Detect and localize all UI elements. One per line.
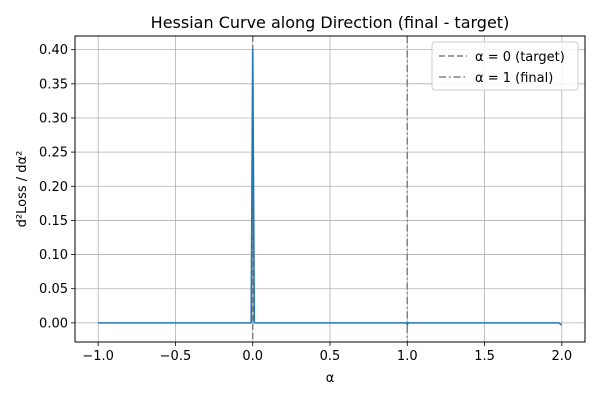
plot-area bbox=[98, 48, 563, 326]
x-tick-label: 1.0 bbox=[397, 349, 418, 364]
y-axis-ticks: 0.00 0.05 0.10 0.15 0.20 0.25 0.30 0.35 0.40 bbox=[39, 43, 75, 331]
series-line-0 bbox=[98, 48, 563, 326]
x-axis-label: α bbox=[326, 371, 335, 386]
y-tick-label: 0.05 bbox=[39, 282, 68, 297]
x-axis-ticks: −1.0 −0.5 0.0 0.5 1.0 1.5 2.0 bbox=[82, 342, 572, 364]
y-tick-label: 0.35 bbox=[39, 77, 68, 92]
y-tick-label: 0.10 bbox=[39, 248, 68, 263]
y-tick-label: 0.40 bbox=[39, 43, 68, 58]
x-tick-label: 0.0 bbox=[242, 349, 263, 364]
chart-title: Hessian Curve along Direction (final - t… bbox=[151, 13, 510, 32]
legend: α = 0 (target) α = 1 (final) bbox=[431, 41, 579, 91]
legend-label-final: α = 1 (final) bbox=[475, 71, 553, 86]
y-tick-label: 0.15 bbox=[39, 214, 68, 229]
x-tick-label: 1.5 bbox=[474, 349, 495, 364]
x-tick-label: 0.5 bbox=[320, 349, 341, 364]
y-tick-label: 0.30 bbox=[39, 111, 68, 126]
legend-box bbox=[431, 41, 579, 91]
x-tick-label: 2.0 bbox=[551, 349, 572, 364]
y-axis-label: d²Loss / dα² bbox=[15, 151, 30, 228]
x-tick-label: −0.5 bbox=[160, 349, 192, 364]
y-tick-label: 0.20 bbox=[39, 180, 68, 195]
y-tick-label: 0.00 bbox=[39, 316, 68, 331]
y-tick-label: 0.25 bbox=[39, 146, 68, 161]
x-tick-label: −1.0 bbox=[82, 349, 114, 364]
legend-label-target: α = 0 (target) bbox=[475, 50, 565, 65]
